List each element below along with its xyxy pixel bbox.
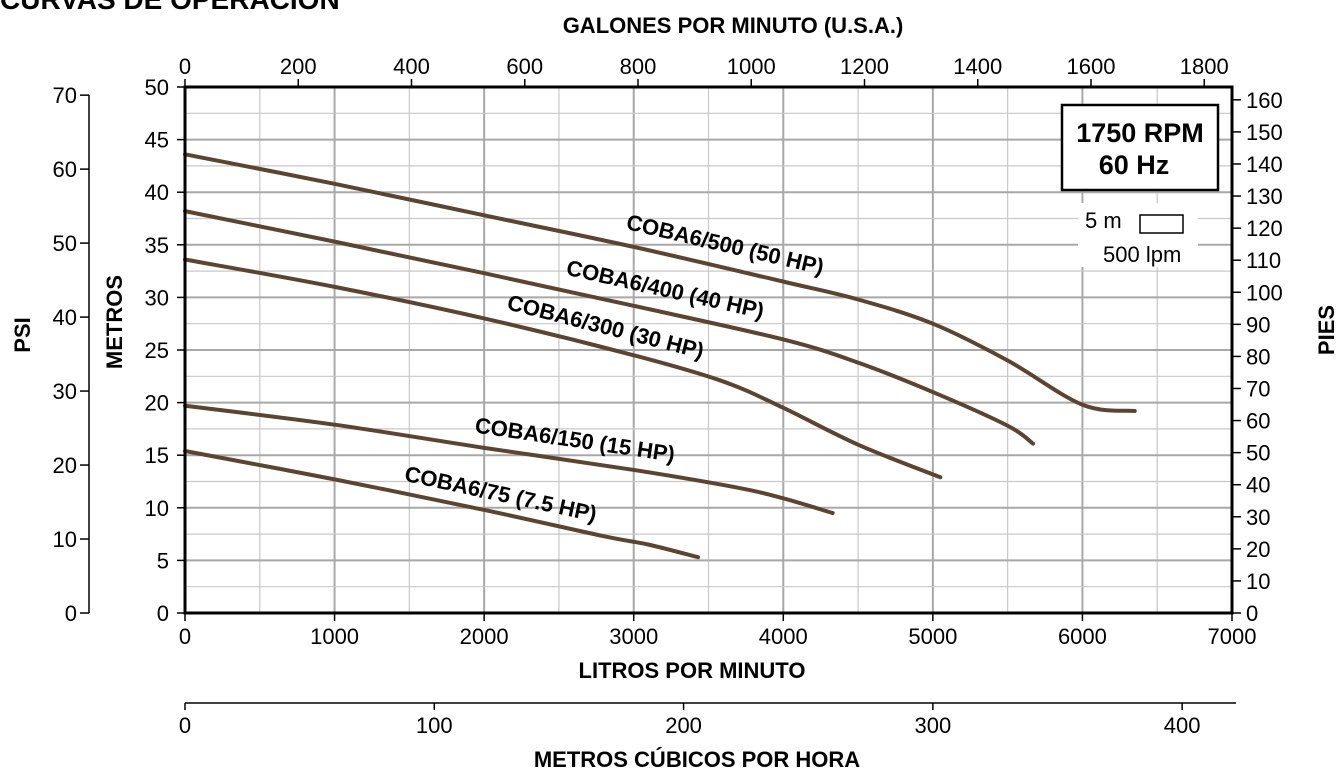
metros-axis-tick-label: 30 (145, 285, 169, 310)
pies-axis-tick-label: 70 (1246, 376, 1270, 401)
lower-axis-tick-label: 100 (416, 713, 453, 738)
psi-axis-tick-label: 60 (53, 157, 77, 182)
top-axis-tick-label: 0 (179, 54, 191, 79)
psi-axis-tick-label: 50 (53, 231, 77, 256)
scale-legend-bg (1078, 203, 1198, 267)
pies-axis-tick-label: 130 (1246, 184, 1283, 209)
pies-axis-tick-label: 90 (1246, 312, 1270, 337)
metros-axis-title: METROS (102, 275, 127, 369)
page-title: CURVAS DE OPERACIÓN (0, 0, 340, 15)
bottom-axis-tick-label: 5000 (908, 624, 957, 649)
top-axis-tick-label: 200 (280, 54, 317, 79)
performance-curve (183, 152, 1137, 414)
pies-axis-tick-label: 20 (1246, 537, 1270, 562)
scale-flow-label: 500 lpm (1103, 242, 1181, 267)
psi-axis-tick-label: 20 (53, 453, 77, 478)
top-axis-title: GALONES POR MINUTO (U.S.A.) (563, 13, 904, 38)
top-axis-tick-label: 1600 (1067, 54, 1116, 79)
pies-axis-tick-label: 10 (1246, 569, 1270, 594)
metros-axis-tick-label: 50 (145, 75, 169, 100)
psi-axis-tick-label: 70 (53, 83, 77, 108)
metros-axis-tick-label: 40 (145, 180, 169, 205)
bottom-axis-title: LITROS POR MINUTO (579, 658, 806, 683)
top-axis-tick-label: 1000 (727, 54, 776, 79)
top-axis-tick-label: 600 (506, 54, 543, 79)
hz-label: 60 Hz (1099, 150, 1170, 180)
pies-axis-tick-label: 110 (1246, 248, 1281, 273)
metros-axis-tick-label: 20 (145, 391, 169, 416)
psi-axis-title: PSI (10, 317, 35, 352)
performance-curve (183, 403, 835, 516)
metros-axis-tick-label: 0 (157, 601, 169, 626)
pies-axis-tick-label: 150 (1246, 120, 1283, 145)
curve-label: COBA6/150 (15 HP) (473, 413, 676, 467)
psi-axis-tick-label: 30 (53, 379, 77, 404)
pies-axis-tick-label: 60 (1246, 409, 1270, 434)
top-axis-tick-label: 1800 (1180, 54, 1229, 79)
metros-axis-tick-label: 5 (157, 548, 169, 573)
pies-axis-tick-label: 100 (1246, 280, 1283, 305)
metros-axis-tick-label: 35 (145, 233, 169, 258)
bottom-axis-tick-label: 0 (179, 624, 191, 649)
bottom-axis-tick-label: 7000 (1208, 624, 1257, 649)
pies-axis-tick-label: 140 (1246, 152, 1283, 177)
metros-axis-tick-label: 15 (145, 443, 169, 468)
bottom-axis-tick-label: 3000 (609, 624, 658, 649)
bottom-axis-tick-label: 6000 (1058, 624, 1107, 649)
performance-curve (183, 257, 943, 480)
bottom-axis-tick-label: 1000 (310, 624, 359, 649)
rpm-label: 1750 RPM (1076, 118, 1204, 148)
pies-axis-tick-label: 80 (1246, 344, 1270, 369)
pies-axis-tick-label: 40 (1246, 473, 1270, 498)
pies-axis-tick-label: 160 (1246, 88, 1283, 113)
curve-layer: COBA6/500 (50 HP)COBA6/400 (40 HP)COBA6/… (183, 152, 1137, 560)
lower-axis-tick-label: 0 (179, 713, 191, 738)
lower-axis-tick-label: 400 (1164, 713, 1201, 738)
psi-axis-tick-label: 0 (65, 601, 77, 626)
metros-axis-tick-label: 45 (145, 128, 169, 153)
pies-axis-title: PIES (1314, 305, 1339, 355)
top-axis-tick-label: 1400 (953, 54, 1002, 79)
metros-axis-tick-label: 25 (145, 338, 169, 363)
speed-box (1060, 103, 1220, 192)
psi-axis-tick-label: 40 (53, 305, 77, 330)
top-axis-tick-label: 400 (393, 54, 430, 79)
psi-axis-tick-label: 10 (53, 527, 77, 552)
bottom-axis-tick-label: 2000 (460, 624, 509, 649)
lower-axis-title: METROS CÚBICOS POR HORA (534, 747, 860, 772)
top-axis-tick-label: 800 (620, 54, 657, 79)
metros-axis-tick-label: 10 (145, 496, 169, 521)
pies-axis-tick-label: 120 (1246, 216, 1283, 241)
pies-axis-tick-label: 0 (1246, 601, 1258, 626)
lower-axis-tick-label: 300 (914, 713, 951, 738)
bottom-axis-tick-label: 4000 (759, 624, 808, 649)
pies-axis-tick-label: 30 (1246, 505, 1270, 530)
pies-axis-tick-label: 50 (1246, 441, 1270, 466)
scale-box-icon (1139, 214, 1184, 234)
lower-axis-tick-label: 200 (665, 713, 702, 738)
top-axis-tick-label: 1200 (840, 54, 889, 79)
scale-height-label: 5 m (1085, 208, 1122, 233)
performance-curve (183, 448, 701, 560)
performance-curve (183, 209, 1036, 446)
curve-label: COBA6/75 (7.5 HP) (402, 461, 599, 526)
